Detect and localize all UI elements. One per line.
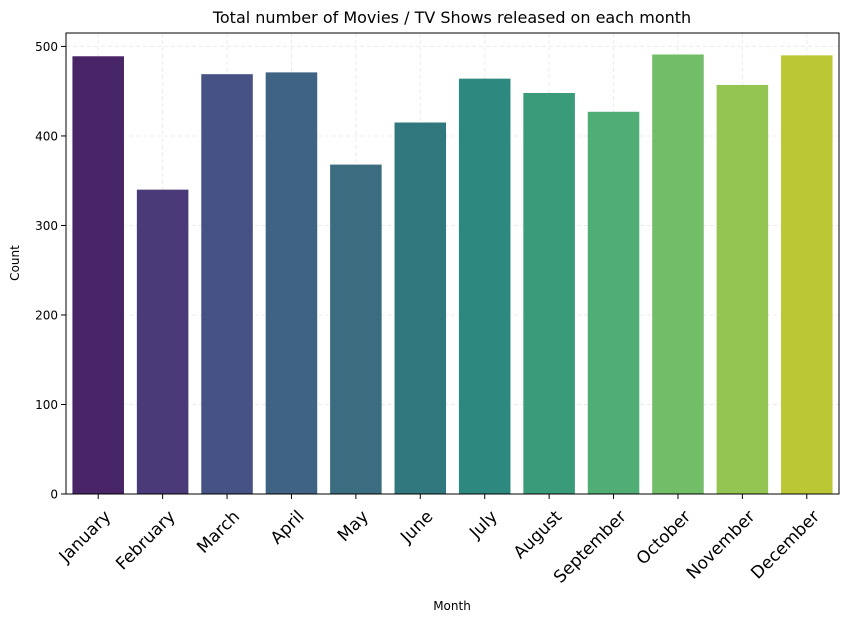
bar-january: [72, 56, 124, 495]
bar-june: [394, 122, 447, 495]
x-tick-label: November: [683, 507, 760, 584]
x-tick-label: July: [465, 507, 501, 543]
x-tick-label: March: [193, 507, 244, 558]
x-tick-label: June: [396, 507, 437, 548]
y-tick-label: 400: [35, 129, 58, 143]
x-tick-label: December: [747, 507, 823, 583]
x-axis-label: Month: [433, 599, 471, 613]
x-tick-label: January: [55, 507, 115, 567]
bar-december: [781, 55, 833, 495]
bar-february: [136, 189, 189, 494]
x-tick-label: February: [112, 507, 179, 574]
bar-august: [523, 92, 575, 494]
y-tick-label: 300: [35, 219, 58, 233]
y-tick-label: 100: [35, 398, 58, 412]
x-tick-label: August: [510, 507, 566, 563]
bar-september: [587, 111, 640, 494]
bar-july: [458, 78, 511, 494]
bar-november: [716, 84, 769, 494]
bar-october: [652, 54, 704, 495]
x-tick-label: May: [334, 507, 373, 546]
y-tick-label: 500: [35, 40, 58, 54]
bar-march: [201, 74, 253, 494]
plot-frame: [65, 32, 840, 495]
y-tick-label: 200: [35, 308, 58, 322]
y-axis: 0 100 200 300 400 500: [35, 40, 66, 502]
bar-may: [330, 164, 382, 494]
bars: [72, 54, 833, 495]
x-tick-label: April: [267, 507, 309, 549]
y-axis-label: Count: [8, 245, 22, 281]
chart-title: Total number of Movies / TV Shows releas…: [212, 8, 691, 27]
bar-april: [265, 72, 318, 494]
x-tick-label: October: [633, 507, 695, 569]
y-tick-label: 0: [50, 488, 58, 502]
